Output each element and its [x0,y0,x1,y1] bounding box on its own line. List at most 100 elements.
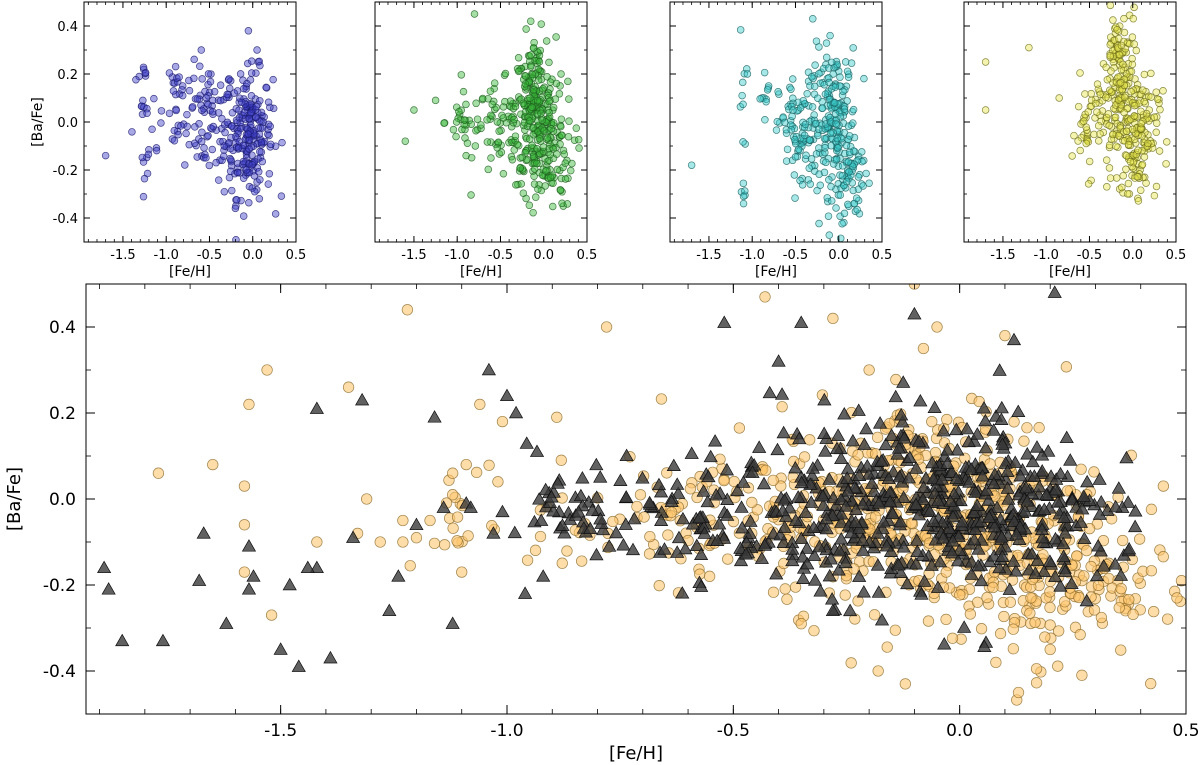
data-point [1113,602,1125,614]
data-point [800,556,815,570]
data-point [1029,616,1041,629]
data-point [811,61,819,69]
data-point [791,135,799,144]
data-point [866,484,882,497]
data-point [1150,191,1159,200]
data-point [440,119,448,127]
x-axis-label: [Fe/H] [609,743,663,764]
data-point [1133,533,1146,545]
data-point [934,472,950,485]
data-point [813,186,821,195]
data-point [1094,121,1103,130]
data-point [741,140,749,148]
data-point [520,101,529,110]
data-point [191,95,200,103]
data-point [788,513,803,526]
data-point [840,105,849,113]
data-point [547,125,555,133]
data-point [840,484,856,497]
data-point [1115,86,1124,94]
data-point [795,550,810,563]
data-point [232,116,241,125]
data-point [1092,472,1107,485]
x-tick-label: 0.0 [242,248,263,263]
data-point [207,458,219,471]
data-point [516,164,524,172]
data-point [139,96,147,105]
data-point [239,84,248,93]
data-point [183,110,191,119]
data-point [144,150,153,159]
data-point [1105,121,1113,130]
data-point [174,130,182,139]
data-point [843,603,858,617]
data-point [219,616,234,629]
data-point [844,135,852,144]
data-point [1143,142,1152,151]
data-point [905,517,918,529]
data-point [530,38,538,47]
data-point [1039,487,1054,501]
data-point [223,90,231,99]
data-point [1120,93,1129,102]
data-point [1115,50,1124,59]
data-point [896,490,911,503]
data-point [808,625,820,637]
data-point [1130,40,1139,48]
data-point [262,84,271,92]
data-point [1098,107,1107,115]
data-point [855,497,870,510]
data-point [245,145,253,153]
data-point [235,98,243,106]
data-point [838,555,853,569]
data-point [1129,158,1138,167]
data-point [540,127,548,135]
data-point [534,76,543,84]
data-point [671,530,687,544]
data-point [917,574,932,587]
data-point [804,434,816,446]
data-point [1025,454,1040,468]
data-point [703,449,718,463]
data-point [791,194,799,202]
data-point [1070,131,1078,140]
data-point [844,73,853,81]
data-point [492,476,504,488]
data-point [470,466,483,479]
data-point [822,158,830,167]
data-point [190,55,198,64]
data-point [986,476,1001,490]
data-point [896,375,911,388]
data-point [543,73,551,81]
data-point [1028,566,1043,579]
data-point [816,181,825,189]
data-point [220,187,229,196]
data-point [827,182,835,191]
data-point [975,623,988,635]
data-point [799,96,808,105]
data-point [836,212,844,221]
data-point [971,542,986,555]
data-point [670,545,685,558]
data-point [930,580,946,593]
data-point [208,108,217,116]
data-point [1162,160,1170,168]
data-point [1048,531,1063,545]
data-point [872,416,888,429]
data-point [467,120,476,128]
data-point [860,74,868,83]
data-point [825,78,833,87]
data-point [1002,582,1017,595]
data-point [474,398,486,411]
x-tick-label: -0.5 [717,721,750,741]
data-point [207,70,215,78]
data-point [874,454,889,467]
data-point [792,431,807,445]
data-point [1048,569,1063,583]
data-point [1110,104,1118,113]
data-point [795,618,807,630]
data-point [845,132,854,140]
data-point [995,437,1010,450]
data-point [451,535,463,547]
data-point [739,100,747,109]
